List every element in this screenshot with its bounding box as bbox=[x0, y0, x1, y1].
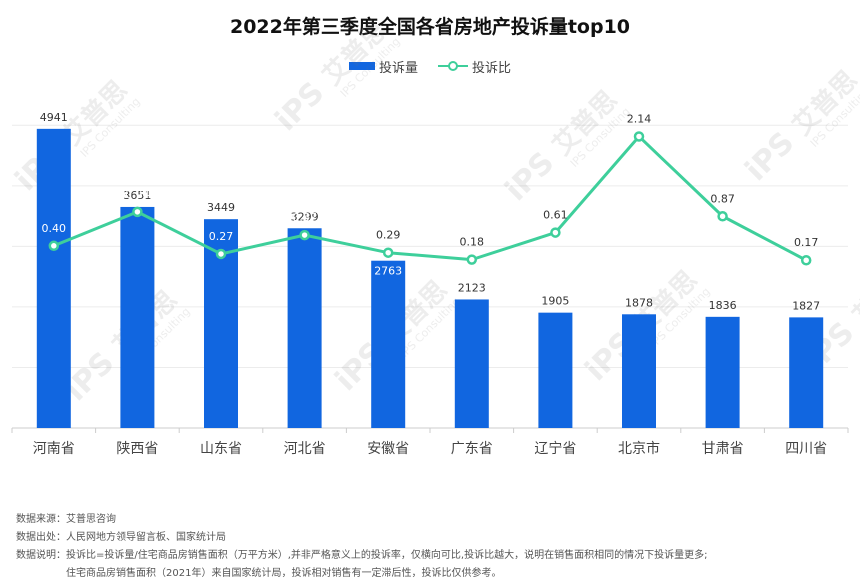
line-value-label: 0.57 bbox=[292, 211, 317, 224]
note-desc-text-1: 投诉比=投诉量/住宅商品房销售面积（万平方米）,并非严格意义上的投诉率，仅横向可… bbox=[66, 550, 708, 561]
bar bbox=[705, 316, 740, 428]
note-origin-text: 人民网地方领导留言板、国家统计局 bbox=[66, 532, 226, 543]
line-point bbox=[299, 229, 310, 241]
chart-title: 2022年第三季度全国各省房地产投诉量top10 bbox=[229, 16, 631, 38]
note-source-text: 艾普思咨询 bbox=[66, 514, 116, 525]
note-desc: 数据说明： 投诉比=投诉量/住宅商品房销售面积（万平方米）,并非严格意义上的投诉… bbox=[16, 547, 846, 565]
note-source: 数据来源： 艾普思咨询 bbox=[16, 511, 846, 529]
line-value-label: 0.18 bbox=[460, 236, 485, 249]
watermark-logo: iPS bbox=[738, 125, 801, 188]
x-tick-label: 北京市 bbox=[618, 440, 660, 457]
bar-value-label: 3651 bbox=[123, 189, 151, 202]
legend-swatch-line bbox=[438, 60, 468, 72]
bar-value-label: 1836 bbox=[709, 299, 737, 312]
notes: 数据来源： 艾普思咨询 数据出处： 人民网地方领导留言板、国家统计局 数据说明：… bbox=[16, 511, 846, 583]
legend-label-line: 投诉比 bbox=[472, 60, 512, 76]
line-value-label: 2.14 bbox=[627, 112, 652, 125]
x-tick-label: 辽宁省 bbox=[534, 440, 576, 457]
line-point bbox=[48, 240, 60, 252]
bar-value-label: 1905 bbox=[541, 295, 569, 308]
bar-series bbox=[36, 128, 824, 428]
line-value-label: 0.29 bbox=[376, 229, 401, 242]
x-tick-label: 陕西省 bbox=[116, 441, 158, 457]
note-source-label: 数据来源： bbox=[16, 514, 66, 525]
note-desc-continued: 住宅商品房销售面积（2021年）来自国家统计局，投诉相对销售有一定滞后性，投诉比… bbox=[16, 565, 846, 583]
bar-value-label: 1827 bbox=[792, 299, 820, 312]
line-value-label: 0.94 bbox=[125, 188, 150, 201]
bar-value-label: 2123 bbox=[458, 281, 486, 294]
legend-label-bar: 投诉量 bbox=[378, 60, 418, 76]
x-tick-label: 河北省 bbox=[284, 441, 326, 457]
bar bbox=[36, 128, 71, 428]
bar bbox=[120, 206, 155, 428]
line-point bbox=[466, 254, 478, 265]
x-axis-ticks bbox=[11, 428, 849, 433]
line-point bbox=[132, 206, 143, 218]
bar bbox=[538, 312, 573, 428]
legend-item-bar[interactable]: 投诉量 bbox=[348, 57, 418, 76]
bar-value-label: 3299 bbox=[291, 210, 319, 223]
line-point bbox=[550, 227, 561, 238]
note-origin-label: 数据出处： bbox=[16, 532, 66, 543]
line-point bbox=[717, 211, 728, 222]
watermark-logo: iPS bbox=[268, 75, 331, 138]
x-tick-label: 四川省 bbox=[785, 441, 827, 457]
line-value-label: 0.87 bbox=[710, 192, 735, 205]
line-series bbox=[53, 134, 807, 262]
line-value-label: 0.17 bbox=[794, 236, 819, 249]
watermark-logo: iPS bbox=[498, 145, 561, 208]
bar bbox=[287, 228, 322, 428]
bar-labels: 4941 3651 3449 3299 2763 2123 1905 1878 1836 1827 bbox=[40, 111, 820, 313]
x-tick-label: 广东省 bbox=[451, 441, 493, 457]
line-point bbox=[215, 248, 227, 260]
line-value-label: 0.40 bbox=[42, 222, 67, 235]
x-tick-label: 山东省 bbox=[200, 441, 242, 457]
line-point bbox=[800, 254, 812, 266]
bar bbox=[454, 299, 489, 428]
bar bbox=[371, 260, 406, 428]
note-origin: 数据出处： 人民网地方领导留言板、国家统计局 bbox=[16, 529, 846, 547]
line-value-label: 0.27 bbox=[209, 230, 234, 243]
line-labels: 0.40 0.94 0.27 0.57 0.29 0.18 0.61 2.14 0.87 0.17 bbox=[42, 112, 819, 249]
legend-item-line[interactable]: 投诉比 bbox=[438, 57, 511, 76]
note-desc-label: 数据说明： bbox=[16, 550, 66, 561]
bar-value-label: 2763 bbox=[374, 265, 402, 278]
bar-value-label: 4941 bbox=[40, 111, 68, 124]
bar-value-label: 1878 bbox=[625, 296, 653, 309]
x-tick-label: 安徽省 bbox=[367, 441, 409, 457]
legend-swatch-bar bbox=[348, 62, 375, 70]
line-point bbox=[633, 131, 645, 142]
line-point bbox=[382, 247, 394, 258]
watermark-brand: 艾普思 bbox=[847, 254, 860, 331]
x-tick-label: 河南省 bbox=[33, 441, 75, 457]
chart-legend: 投诉量 投诉比 bbox=[0, 56, 860, 76]
bar bbox=[789, 317, 824, 428]
bar bbox=[622, 314, 656, 428]
line-points bbox=[48, 131, 812, 266]
bar-value-label: 3449 bbox=[207, 201, 235, 214]
x-axis-labels: 河南省 陕西省 山东省 河北省 安徽省 广东省 辽宁省 北京市 甘肃省 四川省 bbox=[33, 440, 827, 457]
x-tick-label: 甘肃省 bbox=[702, 441, 744, 457]
line-value-label: 0.61 bbox=[543, 209, 568, 222]
note-desc-text-2: 住宅商品房销售面积（2021年）来自国家统计局，投诉相对销售有一定滞后性，投诉比… bbox=[66, 568, 502, 579]
